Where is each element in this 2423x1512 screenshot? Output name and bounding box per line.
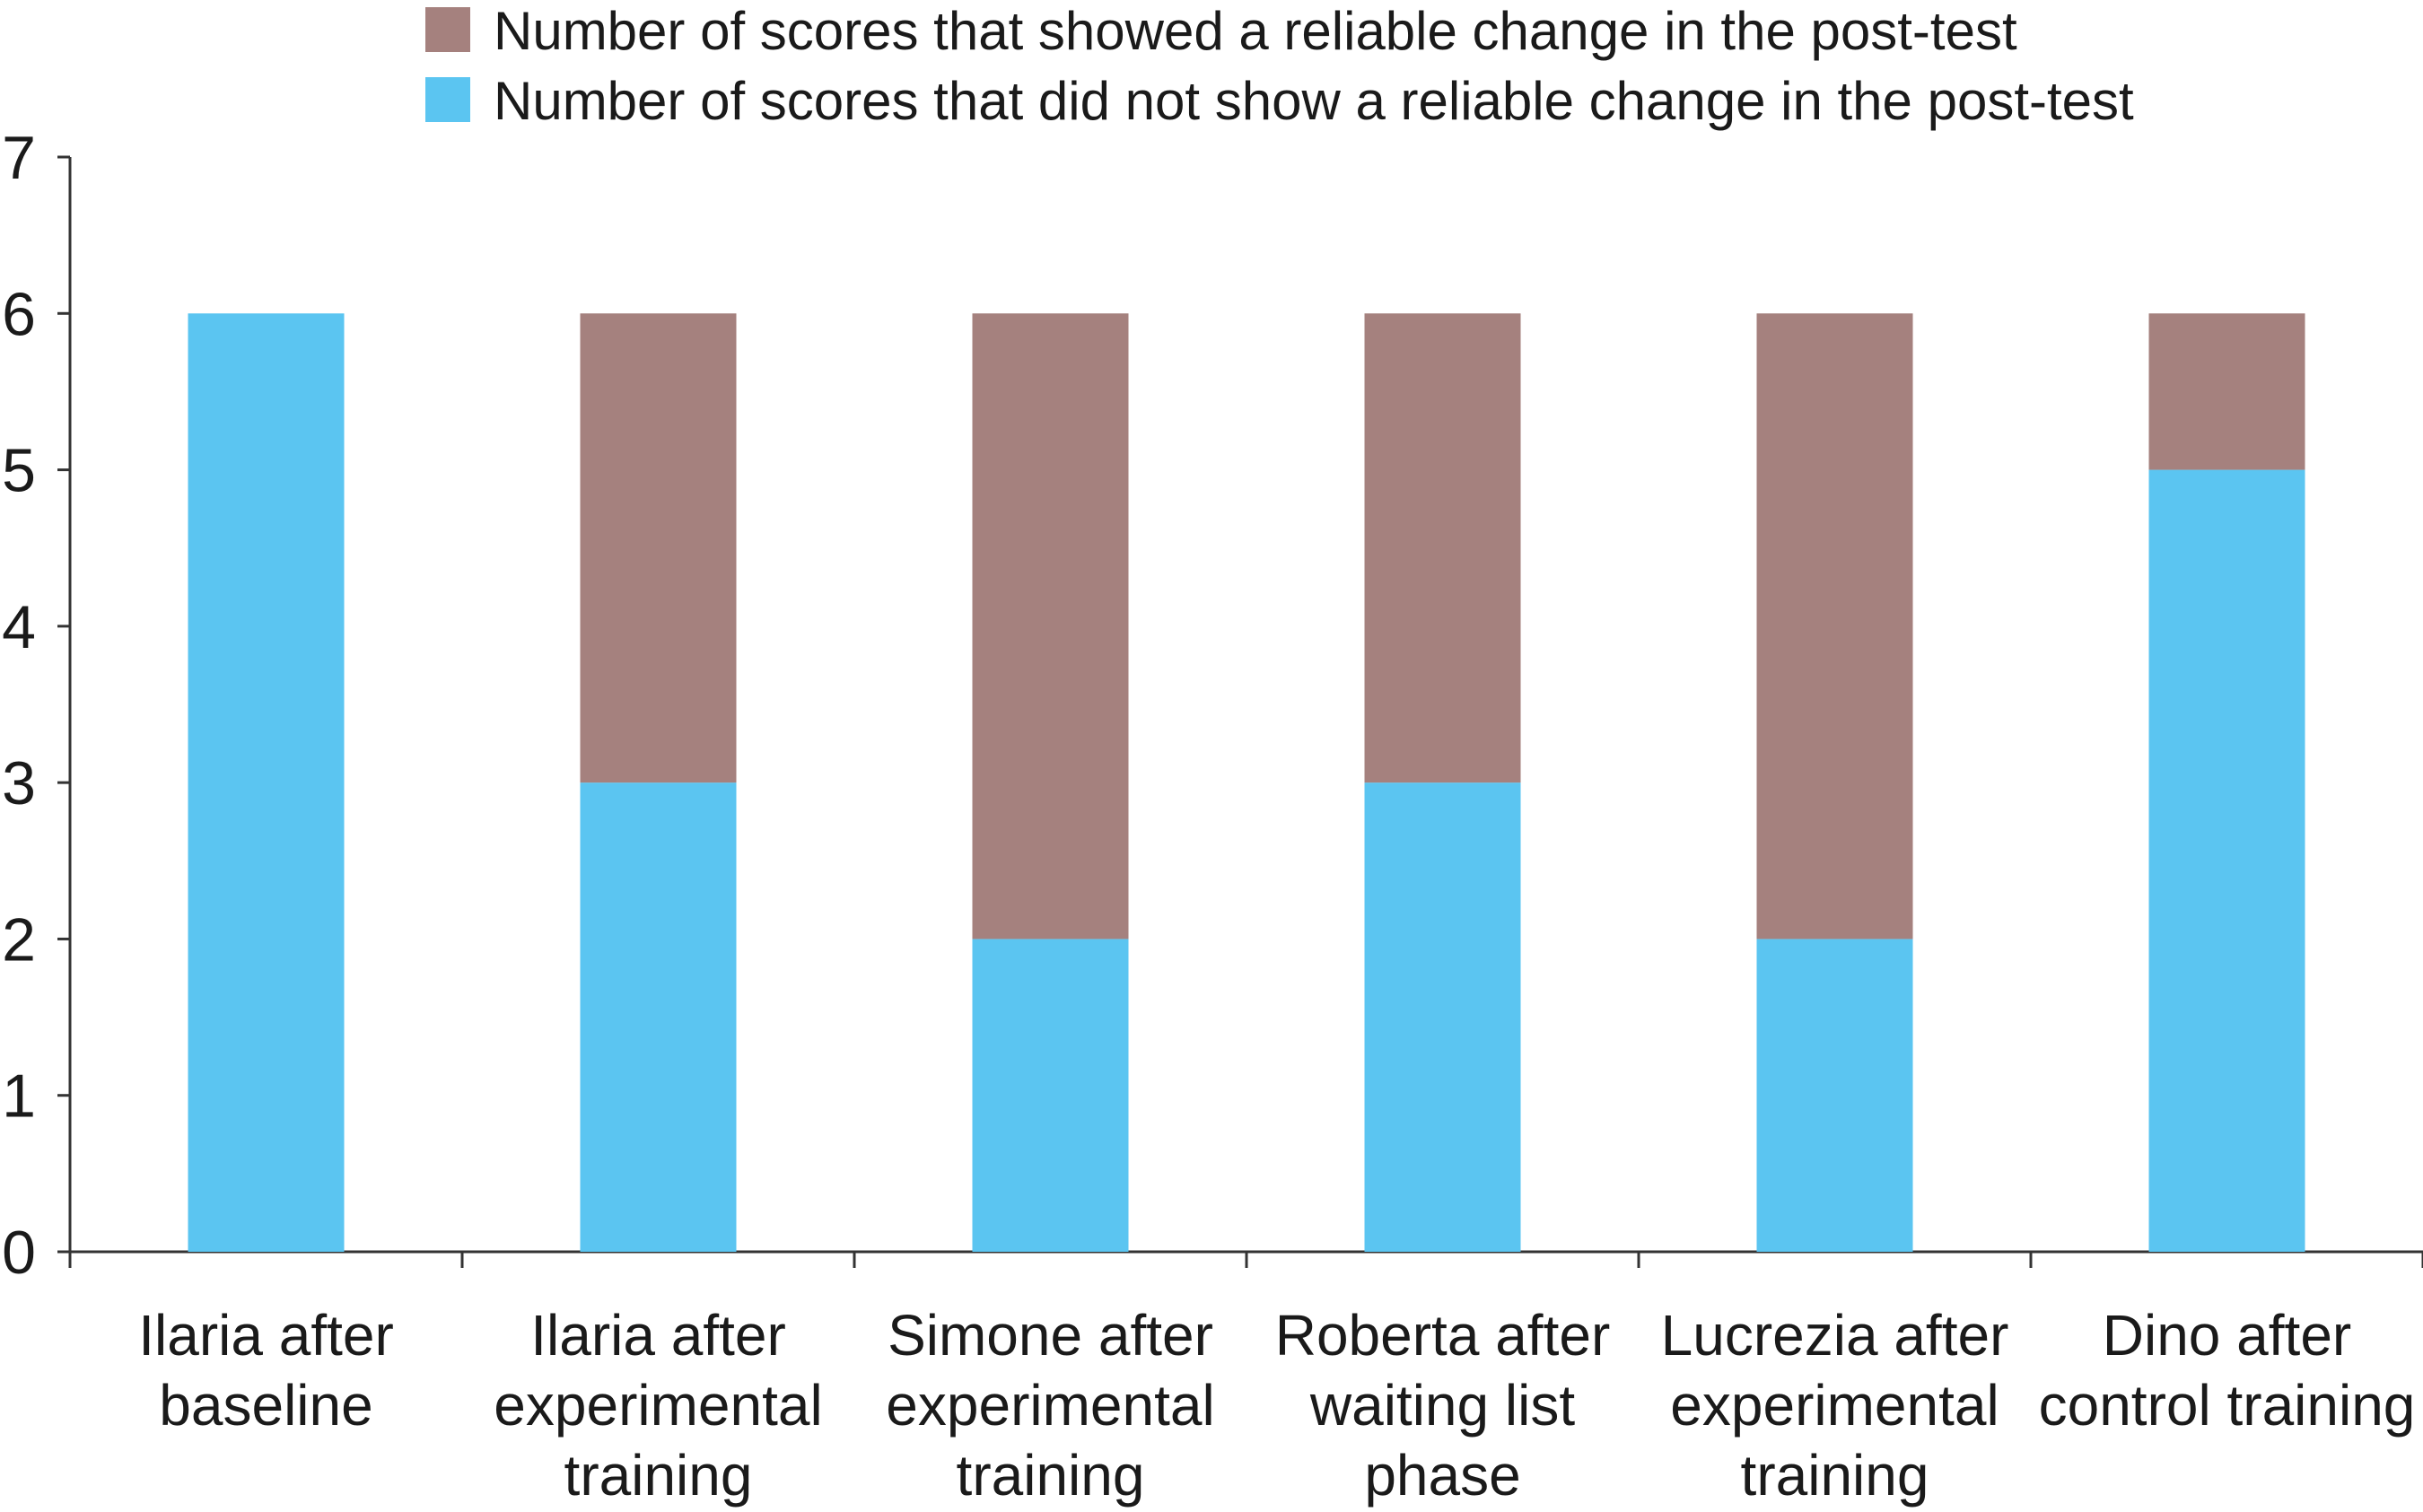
bar-reliable-change (1364, 313, 1521, 783)
bar-no-reliable-change (580, 782, 737, 1252)
x-category-label: Ilaria after baseline (138, 1303, 394, 1438)
x-category-label-line: experimental (886, 1373, 1214, 1438)
x-category-label-line: waiting list (1309, 1373, 1575, 1438)
y-tick-label: 5 (2, 437, 36, 505)
y-tick-label: 4 (2, 593, 36, 661)
bar-no-reliable-change (2148, 469, 2305, 1252)
x-category-label: Simone after experimental training (886, 1303, 1214, 1508)
x-category-label-line: training (564, 1443, 753, 1508)
y-tick-label: 0 (2, 1219, 36, 1287)
x-category-label: Ilaria after experimental training (494, 1303, 822, 1508)
bar-reliable-change (972, 313, 1129, 940)
x-category-label: Lucrezia after experimental training (1661, 1303, 2009, 1508)
legend-swatch (425, 7, 470, 52)
x-category-label-line: Lucrezia after (1661, 1303, 2009, 1368)
y-tick-label: 3 (2, 749, 36, 817)
x-category-label: Roberta after waiting list phase (1275, 1303, 1611, 1508)
legend-label: Number of scores that showed a reliable … (494, 1, 2017, 61)
legend: Number of scores that showed a reliable … (425, 1, 2134, 131)
bars (188, 313, 2305, 1253)
legend-swatch (425, 77, 470, 122)
bar-no-reliable-change (1364, 782, 1521, 1252)
x-category-label-line: Roberta after (1275, 1303, 1611, 1368)
x-category-label-line: phase (1364, 1443, 1520, 1508)
x-category-label-line: experimental (1670, 1373, 1999, 1438)
bar-reliable-change (1756, 313, 1913, 940)
y-tick-label: 7 (2, 124, 36, 192)
bar-no-reliable-change (188, 313, 345, 1253)
x-category-label-line: Ilaria after (138, 1303, 394, 1368)
legend-label: Number of scores that did not show a rel… (494, 71, 2134, 131)
y-tick-label: 2 (2, 905, 36, 974)
x-category-label-line: Ilaria after (530, 1303, 786, 1368)
x-category-label: Dino after control training (2039, 1303, 2416, 1438)
y-tick-label: 1 (2, 1062, 36, 1131)
bar-reliable-change (580, 313, 737, 783)
bar-no-reliable-change (972, 939, 1129, 1252)
x-category-label-line: training (957, 1443, 1145, 1508)
x-category-label-line: experimental (494, 1373, 822, 1438)
bar-no-reliable-change (1756, 939, 1913, 1252)
y-tick-label: 6 (2, 280, 36, 348)
x-category-label-line: baseline (159, 1373, 372, 1438)
x-category-label-line: Dino after (2103, 1303, 2351, 1368)
y-axis: 0 1 2 3 4 5 6 7 (2, 124, 72, 1287)
x-category-label-line: Simone after (888, 1303, 1213, 1368)
x-category-label-line: control training (2039, 1373, 2416, 1438)
bar-reliable-change (2148, 313, 2305, 470)
x-category-label-line: training (1741, 1443, 1929, 1508)
